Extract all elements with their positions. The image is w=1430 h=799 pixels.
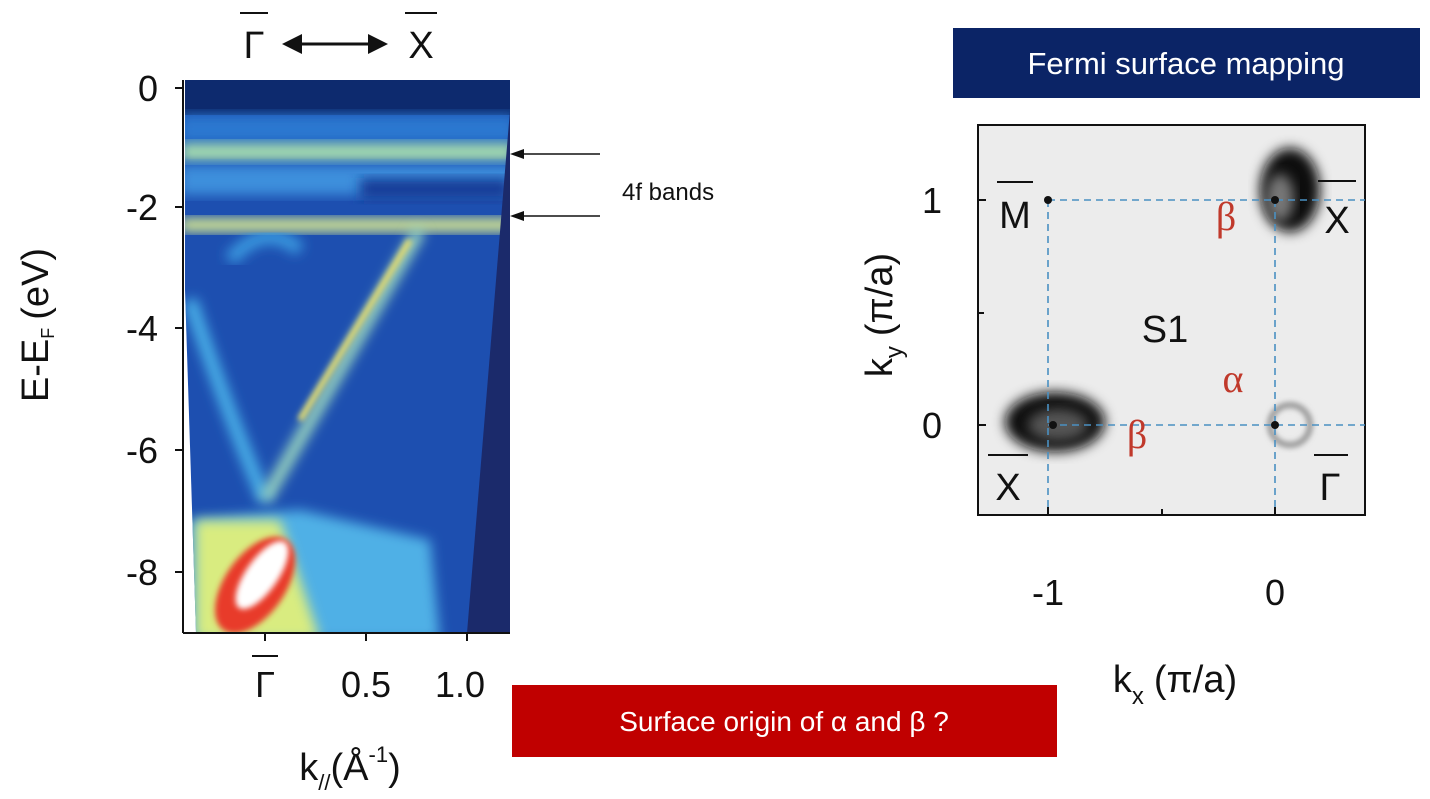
band-label: α	[1223, 356, 1244, 401]
y-tick-label: 0	[138, 68, 158, 109]
x-axis-label: kx(π/a)	[1113, 659, 1237, 710]
y-tick-label: -8	[126, 552, 158, 593]
arpes-image	[180, 80, 515, 647]
point-label: X	[995, 467, 1020, 509]
y-axis-label: E-EF(eV)	[15, 248, 58, 402]
direction-to: X	[408, 25, 433, 67]
band-label: β	[1216, 194, 1236, 239]
x-tick-label: 0	[1265, 572, 1285, 613]
point-label: M	[999, 195, 1031, 237]
y-tick-label: -6	[126, 430, 158, 471]
band-label: β	[1127, 412, 1147, 457]
y-tick-label: -4	[126, 308, 158, 349]
x-axis-label: k//(Å-1)	[299, 742, 400, 795]
x-tick-label: -1	[1032, 572, 1064, 613]
y-tick-label: -2	[126, 187, 158, 228]
slide: 0 -2 -4 -6 -8 Γ 0.5 1.0 E-EF(eV) k//(Å-1…	[0, 0, 1430, 799]
region-label: S1	[1142, 309, 1188, 351]
y-tick-label: 1	[922, 180, 942, 221]
y-axis-label: ky(π/a)	[859, 253, 908, 377]
annotation-arrows	[510, 149, 600, 221]
double-arrow	[282, 34, 388, 54]
x-tick-label: Γ	[255, 664, 275, 705]
y-tick-label: 0	[922, 405, 942, 446]
title: Fermi surface mapping	[1027, 46, 1344, 81]
point-label: Γ	[1320, 467, 1341, 509]
direction-from: Γ	[244, 25, 265, 67]
point-label: X	[1324, 200, 1349, 242]
annotation: 4f bands	[622, 179, 714, 206]
x-tick-label: 1.0	[435, 664, 485, 705]
x-tick-label: 0.5	[341, 664, 391, 705]
callout: Surface origin of α and β ?	[619, 706, 949, 737]
